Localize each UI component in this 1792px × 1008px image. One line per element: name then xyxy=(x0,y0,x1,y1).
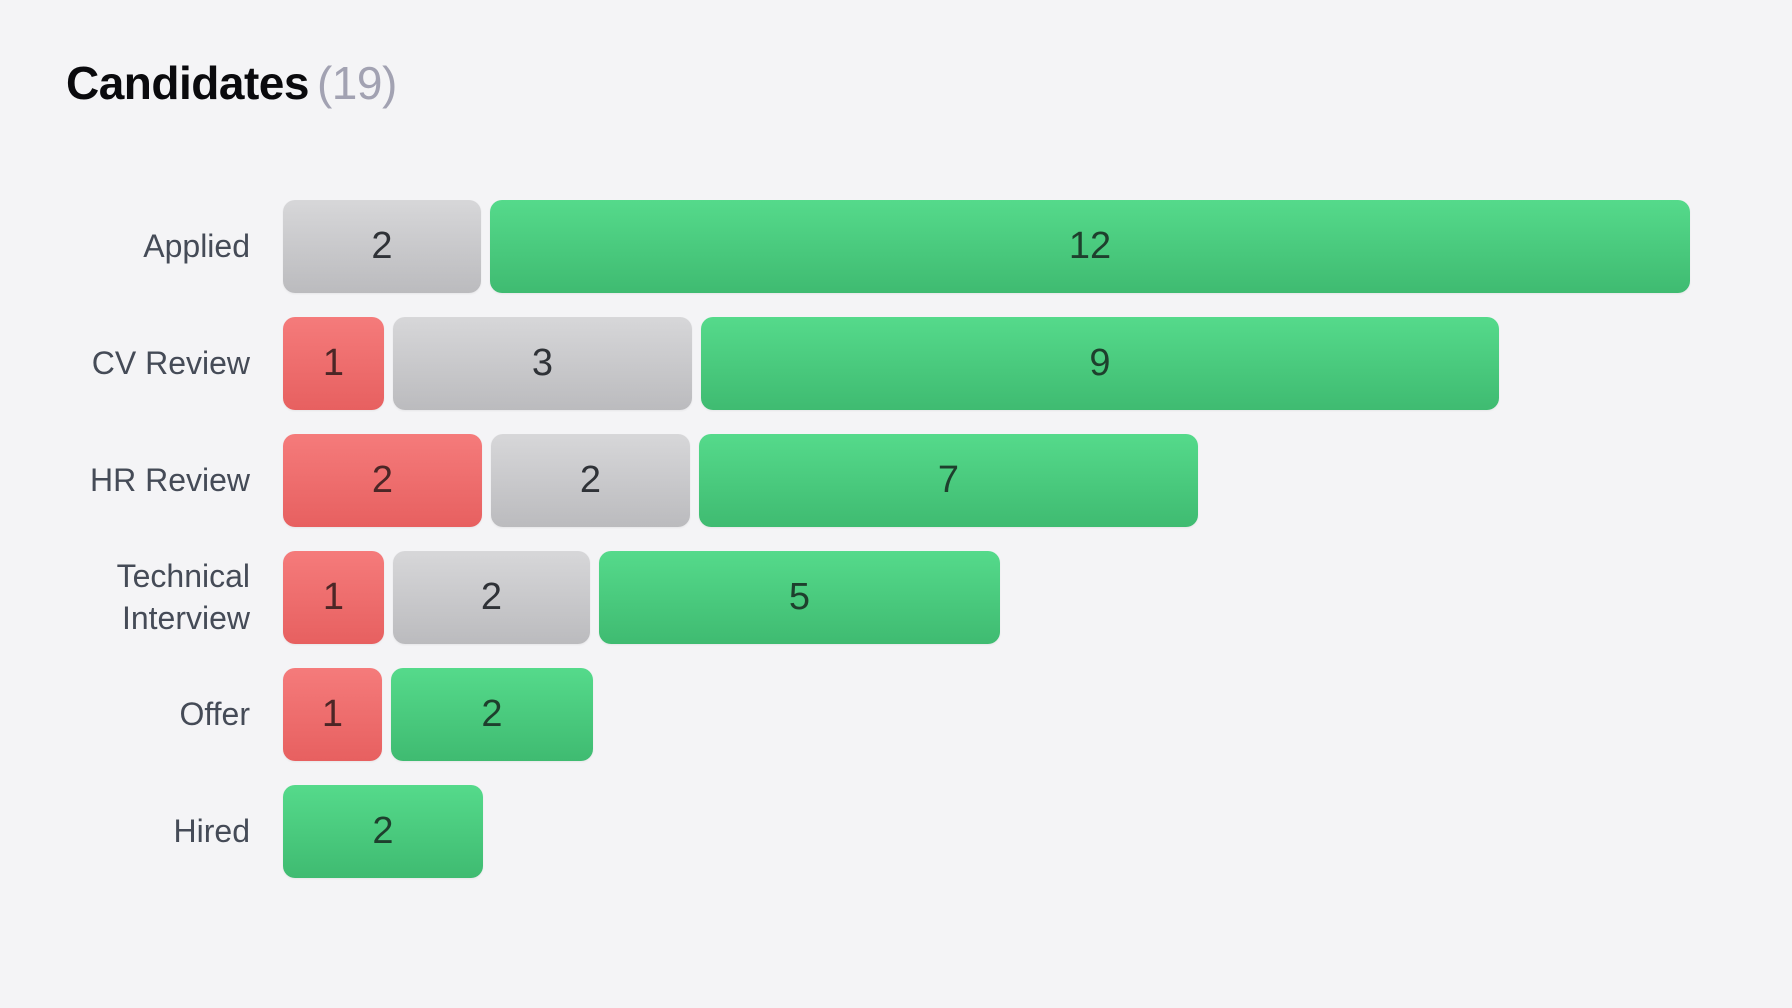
bar-segment-gray[interactable]: 2 xyxy=(283,200,481,293)
bar-segment-red[interactable]: 1 xyxy=(283,317,384,410)
panel-header: Candidates (19) xyxy=(66,56,397,110)
bar-segment-red[interactable]: 1 xyxy=(283,551,384,644)
bar-segment-green[interactable]: 7 xyxy=(699,434,1198,527)
stage-bars: 2 12 xyxy=(283,200,1690,293)
bar-segment-green[interactable]: 2 xyxy=(283,785,483,878)
stage-label: Applied xyxy=(143,227,250,264)
stage-label: HR Review xyxy=(89,461,250,498)
bar-segment-green[interactable]: 2 xyxy=(391,668,593,761)
stage-bars: 2 xyxy=(283,785,483,878)
stage-label: Offer xyxy=(179,695,250,732)
bar-segment-red[interactable]: 2 xyxy=(283,434,482,527)
page-title: Candidates xyxy=(66,57,309,109)
candidate-count: (19) xyxy=(316,57,397,109)
funnel-row: Hired 2 xyxy=(0,785,1792,878)
bar-segment-green[interactable]: 9 xyxy=(701,317,1499,410)
bar-segment-gray[interactable]: 3 xyxy=(393,317,692,410)
funnel-row: Applied 2 12 xyxy=(0,200,1792,293)
bar-segment-gray[interactable]: 2 xyxy=(393,551,590,644)
bar-segment-green[interactable]: 5 xyxy=(599,551,1000,644)
title-line: Candidates (19) xyxy=(66,56,397,110)
bar-segment-red[interactable]: 1 xyxy=(283,668,382,761)
stage-label: CV Review xyxy=(91,344,250,381)
stage-label: Hired xyxy=(173,812,250,849)
bar-segment-green[interactable]: 12 xyxy=(490,200,1690,293)
bar-segment-gray[interactable]: 2 xyxy=(491,434,690,527)
stage-label: Technical Interview xyxy=(116,557,250,636)
